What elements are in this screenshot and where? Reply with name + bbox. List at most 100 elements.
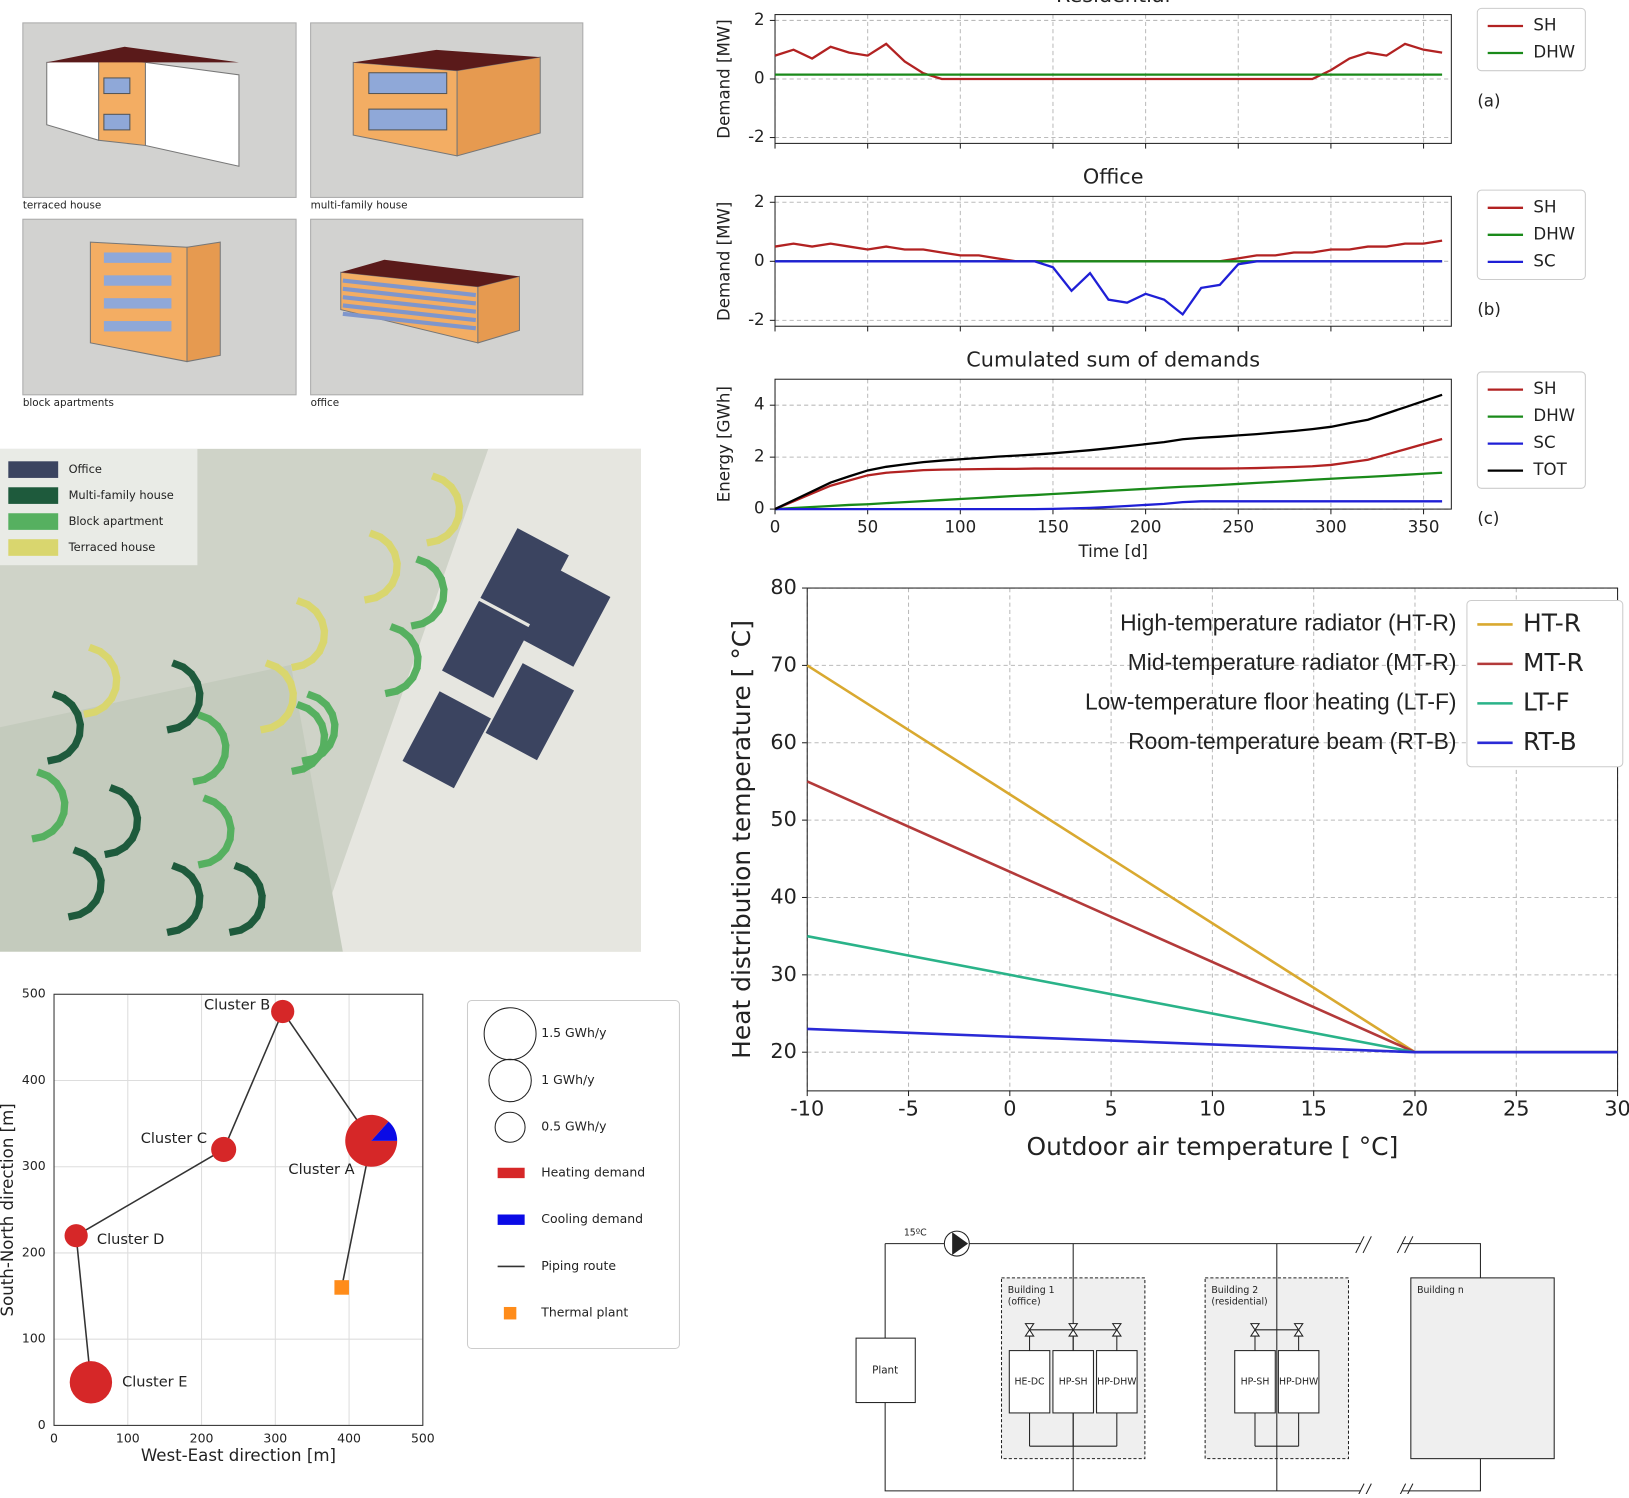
legend-swatch [8,513,58,530]
legend-label: Heating demand [541,1164,645,1179]
annotation: Low-temperature floor heating (LT-F) [1085,688,1457,714]
y-tick-label: 20 [770,1039,796,1063]
window [104,275,172,285]
legend-label: Multi-family house [69,488,174,502]
building-label: Building n [1417,1285,1464,1296]
window [369,73,447,94]
x-tick-label: 15 [1300,1097,1326,1121]
x-tick-label: 100 [116,1430,140,1445]
legend-label: DHW [1533,406,1575,425]
window [104,114,130,130]
legend-swatch [498,1215,525,1225]
x-axis-label: West-East direction [m] [141,1446,336,1465]
unit-label: HP-SH [1059,1376,1088,1387]
panel-label: (c) [1477,509,1499,528]
chart-title: Residential [1056,0,1170,7]
legend-label: 0.5 GWh/y [541,1119,606,1134]
line-series [775,473,1442,509]
legend-swatch [498,1168,525,1178]
x-tick-label: 200 [190,1430,214,1445]
legend-label: SH [1533,16,1556,35]
cluster-label: Cluster D [97,1232,164,1248]
legend-label: Block apartment [69,514,164,528]
window [104,298,172,308]
apartment-block [187,242,220,361]
x-tick-label: 5 [1104,1097,1117,1121]
y-tick-label: 0 [754,499,765,518]
y-tick-label: 200 [22,1244,46,1259]
panel-label: (b) [1477,300,1501,319]
x-tick-label: 250 [1222,517,1254,536]
y-axis-label: South-North direction [m] [0,1103,17,1316]
x-tick-label: 400 [337,1430,361,1445]
y-tick-label: 2 [754,192,765,211]
line-series [775,439,1442,509]
x-tick-label: 350 [1408,517,1440,536]
annotation: Room-temperature beam (RT-B) [1128,728,1456,754]
x-tick-label: 0 [50,1430,58,1445]
y-tick-label: 100 [22,1331,46,1346]
legend-label: 1 GWh/y [541,1072,594,1087]
building-renders [23,23,583,395]
legend-swatch [504,1307,516,1319]
building-box [1411,1278,1554,1459]
render-caption: multi-family house [311,200,408,212]
y-tick-label: 50 [770,807,796,831]
x-axis-label: Time [d] [1077,542,1147,561]
heating-bubble [211,1137,236,1162]
line-series [775,261,1442,314]
heating-bubble [271,1000,294,1023]
legend-label: RT-B [1523,727,1577,756]
y-tick-label: 70 [770,652,796,676]
x-tick-label: 10 [1199,1097,1225,1121]
break-mark [1356,1236,1413,1494]
legend-label: LT-F [1523,687,1570,716]
legend-label: Thermal plant [540,1305,628,1320]
y-tick-label: -2 [748,127,765,146]
panel-label: (a) [1477,91,1500,110]
annotation: Mid-temperature radiator (MT-R) [1128,649,1457,675]
y-tick-label: 500 [22,986,46,1001]
x-tick-label: -5 [898,1097,919,1121]
render-caption: terraced house [23,200,101,212]
y-tick-label: 4 [754,395,765,414]
legend-label: Cooling demand [541,1211,643,1226]
x-tick-label: 500 [411,1430,435,1445]
cluster-label: Cluster C [141,1131,207,1147]
unit-label: HP-DHW [1097,1376,1136,1387]
heating-bubble [70,1361,112,1403]
cluster-label: Cluster B [204,997,270,1013]
legend-label: SC [1533,251,1555,270]
y-tick-label: 30 [770,962,796,986]
legend-label: TOT [1532,460,1567,479]
legend-label: SH [1533,379,1556,398]
y-tick-label: 2 [754,10,765,29]
legend-swatch [8,487,58,504]
legend-label: 1.5 GWh/y [541,1025,606,1040]
x-tick-label: 300 [1315,517,1347,536]
legend-label: DHW [1533,43,1575,62]
legend-swatch [8,539,58,556]
y-tick-label: 0 [754,68,765,87]
x-tick-label: 0 [770,517,781,536]
y-axis-label: Demand [MW] [715,202,734,321]
y-axis-label: Demand [MW] [715,19,734,138]
y-tick-label: 40 [770,884,796,908]
y-tick-label: 400 [22,1072,46,1087]
legend-label: Piping route [541,1258,616,1273]
y-tick-label: 0 [38,1417,46,1432]
y-tick-label: 60 [770,730,796,754]
legend-label: Office [69,462,102,476]
unit-label: HP-DHW [1279,1376,1318,1387]
x-axis-label: Outdoor air temperature [ °C] [1026,1132,1398,1161]
x-tick-label: -10 [790,1097,824,1121]
legend-label: HT-R [1523,608,1581,637]
x-tick-label: 200 [1130,517,1162,536]
heating-bubble [65,1224,88,1247]
unit-label: HP-SH [1241,1376,1270,1387]
cluster-label: Cluster A [288,1162,354,1178]
y-tick-label: 300 [22,1158,46,1173]
cluster-label: Cluster E [122,1374,187,1390]
